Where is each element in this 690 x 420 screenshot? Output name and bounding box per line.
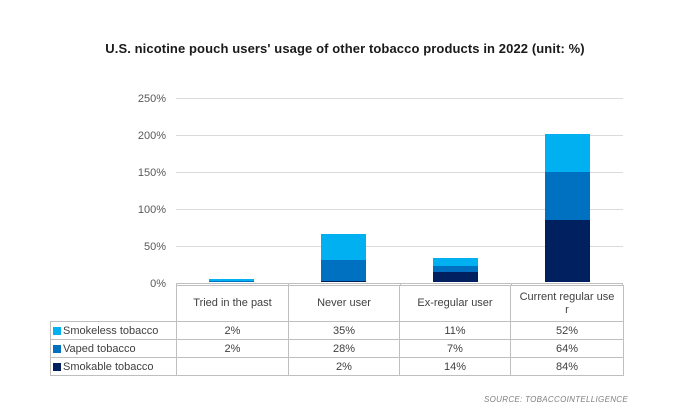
gridline <box>176 98 623 99</box>
bar-segment <box>209 279 255 281</box>
value-cell: 52% <box>510 321 624 340</box>
bar-segment <box>321 259 367 281</box>
plot-area: 0% 50% 100% 150% 200% 250% <box>138 93 623 290</box>
y-axis-tick-label: 200% <box>137 129 166 142</box>
table-row: Smokeless tobacco 2% 35% 11% 52% <box>50 321 624 340</box>
bar-segment <box>432 266 478 272</box>
data-table: Tried in the past Never user Ex-regular us… <box>50 285 624 376</box>
table-corner-cell <box>51 286 177 322</box>
bar-segment <box>432 258 478 267</box>
value-cell: 35% <box>288 321 400 340</box>
y-axis-tick-label: 0% <box>150 277 166 290</box>
table-row: Smokable tobacco 2% 14% 84% <box>50 357 624 376</box>
bar-segment <box>321 233 367 260</box>
gridline <box>176 172 623 173</box>
value-cell: 64% <box>510 339 624 358</box>
legend-color-swatch <box>53 344 61 353</box>
value-cell: 7% <box>399 339 511 358</box>
table-header-cell: Current regular user <box>510 285 624 322</box>
value-cell: 2% <box>176 339 289 358</box>
table-header-cell: Never user <box>288 285 400 322</box>
bar-segment <box>544 172 590 220</box>
y-axis-tick-label: 150% <box>137 166 166 179</box>
value-cell: 84% <box>510 357 624 376</box>
value-cell: 11% <box>399 321 511 340</box>
stacked-bar <box>432 98 478 282</box>
data-table-body: Smokeless tobacco 2% 35% 11% 52% Vaped tobacc… <box>50 321 624 376</box>
legend-color-swatch <box>53 326 61 335</box>
value-cell: 14% <box>399 357 511 376</box>
y-axis-tick-label: 100% <box>137 203 166 216</box>
bar-segment <box>544 134 590 173</box>
legend-cell: Vaped tobacco <box>50 339 177 358</box>
bar-segment <box>544 219 590 282</box>
table-header-cell: Tried in the past <box>176 285 289 322</box>
chart-title: U.S. nicotine pouch users' usage of othe… <box>105 41 585 56</box>
value-cell <box>176 357 289 376</box>
value-cell: 2% <box>288 357 400 376</box>
legend-cell: Smokable tobacco <box>50 357 177 376</box>
legend-color-swatch <box>53 362 61 371</box>
source-credit: SOURCE: TOBACCOINTELLIGENCE <box>484 395 628 404</box>
value-cell: 28% <box>288 339 400 358</box>
value-cell: 2% <box>176 321 289 340</box>
legend-cell: Smokeless tobacco <box>50 321 177 340</box>
gridline <box>176 209 623 210</box>
y-axis-tick-label: 50% <box>143 240 166 253</box>
y-axis-tick-label: 250% <box>137 92 166 105</box>
data-table-header: Tried in the past Never user Ex-regular us… <box>51 285 624 322</box>
table-header-cell: Ex-regular user <box>399 285 511 322</box>
bar-segment <box>209 280 255 282</box>
bar-segment <box>432 271 478 282</box>
bar-segment <box>321 280 367 282</box>
table-row: Vaped tobacco 2% 28% 7% 64% <box>50 339 624 358</box>
stacked-bar <box>321 98 367 282</box>
stacked-bar <box>544 98 590 282</box>
stacked-bar <box>209 98 255 282</box>
gridline <box>176 246 623 247</box>
gridline <box>176 135 623 136</box>
